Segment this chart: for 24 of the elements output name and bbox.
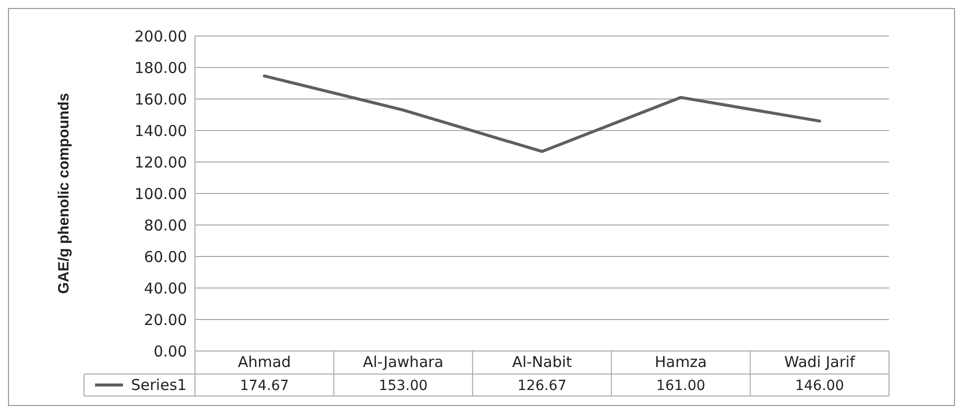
y-tick-label: 40.00 (144, 279, 187, 298)
y-axis-title: GAE/g phenolic compounds (55, 93, 72, 294)
x-tick-label: Wadi Jarif (784, 353, 856, 371)
y-tick-label: 200.00 (134, 27, 187, 46)
y-tick-label: 140.00 (134, 122, 187, 140)
x-tick-label: Al-Nabit (512, 353, 572, 371)
y-tick-label: 160.00 (134, 90, 187, 108)
data-label: 146.00 (795, 378, 844, 394)
y-tick-label: 100.00 (134, 184, 187, 203)
data-label: 126.67 (518, 378, 566, 394)
y-tick-label: 120.00 (134, 153, 187, 172)
y-tick-label: 20.00 (144, 310, 187, 329)
legend-label: Series1 (131, 376, 187, 394)
y-tick-label: 80.00 (144, 216, 187, 234)
x-tick-label: Ahmad (238, 353, 291, 371)
y-tick-label: 180.00 (134, 58, 187, 77)
data-label: 174.67 (240, 378, 289, 394)
x-tick-label: Hamza (654, 353, 707, 371)
x-tick-label: Al-Jawhara (362, 353, 444, 371)
data-label: 161.00 (656, 378, 706, 394)
line-series (262, 74, 822, 153)
y-tick-label: 0.00 (154, 342, 187, 360)
data-label: 153.00 (378, 378, 428, 394)
y-tick-label: 60.00 (144, 248, 187, 266)
